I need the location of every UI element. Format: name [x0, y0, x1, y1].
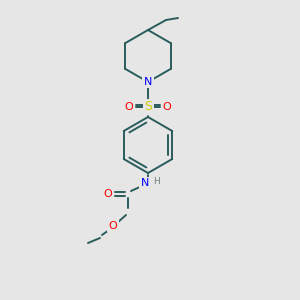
Text: H: H: [154, 178, 160, 187]
Text: O: O: [124, 102, 134, 112]
Text: N: N: [144, 77, 152, 87]
Text: O: O: [103, 189, 112, 199]
Text: N: N: [141, 178, 149, 188]
Text: S: S: [144, 100, 152, 113]
Text: O: O: [163, 102, 171, 112]
Text: O: O: [109, 221, 117, 231]
